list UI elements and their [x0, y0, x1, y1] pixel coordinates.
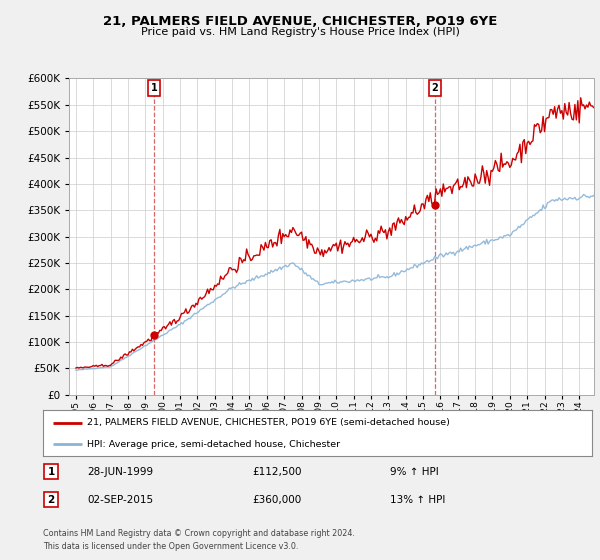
Text: Price paid vs. HM Land Registry's House Price Index (HPI): Price paid vs. HM Land Registry's House …: [140, 27, 460, 37]
Text: 2: 2: [47, 494, 55, 505]
Text: 1: 1: [151, 83, 157, 93]
Text: 13% ↑ HPI: 13% ↑ HPI: [390, 494, 445, 505]
Text: £360,000: £360,000: [252, 494, 301, 505]
Text: 21, PALMERS FIELD AVENUE, CHICHESTER, PO19 6YE (semi-detached house): 21, PALMERS FIELD AVENUE, CHICHESTER, PO…: [87, 418, 450, 427]
Text: 02-SEP-2015: 02-SEP-2015: [87, 494, 153, 505]
Text: £112,500: £112,500: [252, 466, 302, 477]
Text: 21, PALMERS FIELD AVENUE, CHICHESTER, PO19 6YE: 21, PALMERS FIELD AVENUE, CHICHESTER, PO…: [103, 15, 497, 28]
Text: 9% ↑ HPI: 9% ↑ HPI: [390, 466, 439, 477]
Text: Contains HM Land Registry data © Crown copyright and database right 2024.
This d: Contains HM Land Registry data © Crown c…: [43, 529, 355, 550]
Text: 28-JUN-1999: 28-JUN-1999: [87, 466, 153, 477]
Text: 2: 2: [431, 83, 438, 93]
Text: 1: 1: [47, 466, 55, 477]
Text: HPI: Average price, semi-detached house, Chichester: HPI: Average price, semi-detached house,…: [87, 440, 340, 449]
